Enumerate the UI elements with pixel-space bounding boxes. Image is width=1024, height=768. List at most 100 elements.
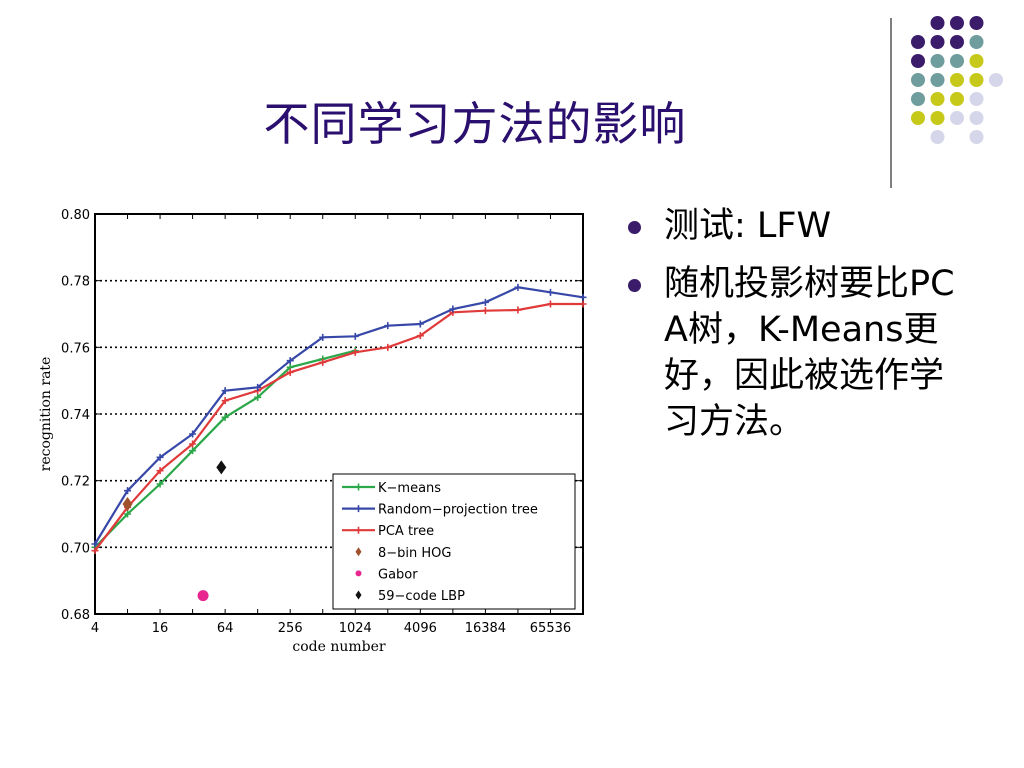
data-point [122, 497, 133, 511]
y-tick-label: 0.78 [61, 275, 90, 290]
legend-marker [355, 526, 362, 534]
data-point [449, 305, 457, 313]
bullet-text: 随机投影树要比PCA树，K-Means更好，因此被选作学习方法。 [664, 264, 955, 442]
y-tick-label: 0.74 [61, 408, 90, 423]
legend-label: Random−projection tree [378, 503, 538, 518]
data-point [416, 320, 424, 328]
series-random-projection-tree [91, 283, 587, 548]
data-point [189, 440, 197, 448]
decorative-dot [969, 130, 984, 144]
data-point [351, 348, 359, 356]
recognition-rate-chart: 0.68 0.70 0.72 0.74 0.76 0.78 0.80 4 16 64 256 1024… [37, 198, 602, 655]
legend-label: PCA tree [378, 524, 434, 539]
data-point [124, 487, 132, 495]
data-point [579, 293, 587, 301]
data-point [286, 368, 294, 376]
y-tick-label: 0.68 [61, 608, 90, 623]
data-point [514, 306, 522, 314]
y-tick-label: 0.80 [61, 208, 90, 223]
bullet-item-conclusion: 随机投影树要比PCA树，K-Means更好，因此被选作学习方法。 [626, 261, 976, 445]
decorative-dot [930, 111, 945, 125]
x-axis-title: code number [292, 639, 386, 655]
data-point [91, 540, 99, 548]
decorative-dot [930, 54, 945, 68]
legend-marker [355, 483, 362, 491]
series-gabor [197, 590, 209, 602]
decorative-dot [989, 73, 1003, 87]
bullet-dot-icon [628, 221, 641, 234]
x-tick-label: 1024 [339, 621, 372, 636]
series-line [94, 302, 583, 552]
decorative-dot [930, 73, 945, 87]
data-point [221, 413, 229, 421]
data-point [221, 397, 229, 405]
chart-legend: K−means Random−projection tree PCA tree 8−b… [332, 473, 576, 610]
series-8-bin-hog [122, 497, 133, 511]
x-tick-label: 16384 [465, 621, 506, 636]
y-tick-label: 0.70 [61, 541, 90, 556]
legend-marker [355, 590, 362, 600]
data-point [286, 357, 294, 365]
legend-label: K−means [378, 481, 441, 496]
decorative-dot [950, 54, 964, 68]
decorative-dot [911, 92, 925, 106]
data-point [351, 332, 359, 340]
x-tick-label: 256 [278, 621, 303, 636]
decorative-dot [930, 130, 945, 144]
data-point [91, 547, 99, 555]
data-point [197, 590, 209, 602]
legend-marker [355, 505, 362, 513]
data-point [156, 453, 164, 461]
bullet-item-test-dataset: 测试: LFW [626, 203, 976, 249]
decorative-dot [930, 16, 945, 30]
decorative-dot [950, 73, 964, 87]
x-tick-label: 65536 [530, 621, 571, 636]
decorative-dot [969, 54, 984, 68]
decorative-dot [911, 73, 925, 87]
decorative-dot [969, 16, 984, 30]
bullet-dot-icon [628, 279, 641, 292]
decorative-dot [969, 35, 984, 49]
data-point [319, 358, 327, 366]
decorative-dot [950, 111, 964, 125]
data-point [579, 300, 587, 308]
slide-title: 不同学习方法的影响 [263, 97, 687, 151]
data-point [416, 332, 424, 340]
data-point [546, 288, 554, 296]
data-point [546, 300, 554, 308]
data-point [254, 383, 262, 391]
decorative-dot [930, 92, 945, 106]
y-tick-label: 0.76 [61, 341, 90, 356]
data-point [384, 322, 392, 330]
data-point [189, 430, 197, 438]
data-point [124, 510, 132, 518]
legend-box [332, 473, 576, 610]
data-point [319, 333, 327, 341]
data-point [514, 283, 522, 291]
data-point [481, 307, 489, 315]
data-point [189, 447, 197, 455]
decorative-dot [911, 35, 925, 49]
decorative-dot [969, 92, 984, 106]
decorative-dot [950, 92, 964, 106]
y-axis-title: recognition rate [38, 357, 54, 472]
y-tick-label: 0.72 [61, 475, 90, 490]
bullet-list: 测试: LFW 随机投影树要比PCA树，K-Means更好，因此被选作学习方法。 [626, 203, 976, 457]
bullet-text: 测试: LFW [664, 206, 832, 246]
decorative-dot [969, 111, 984, 125]
decorative-dot [911, 111, 925, 125]
series-line [94, 286, 584, 545]
legend-label: Gabor [378, 567, 418, 582]
data-point [156, 480, 164, 488]
decorative-dot [950, 16, 964, 30]
decorative-dot [930, 35, 945, 49]
legend-label: 8−bin HOG [378, 546, 451, 561]
series-pca-tree [91, 300, 587, 555]
data-point [156, 467, 164, 475]
legend-label: 59−code LBP [378, 589, 465, 604]
decorative-dot [950, 35, 964, 49]
x-tick-label: 64 [217, 621, 234, 636]
series-59-code-lbp [216, 460, 227, 475]
x-tick-label: 4096 [404, 621, 437, 636]
decorative-dot-grid [890, 16, 1003, 188]
